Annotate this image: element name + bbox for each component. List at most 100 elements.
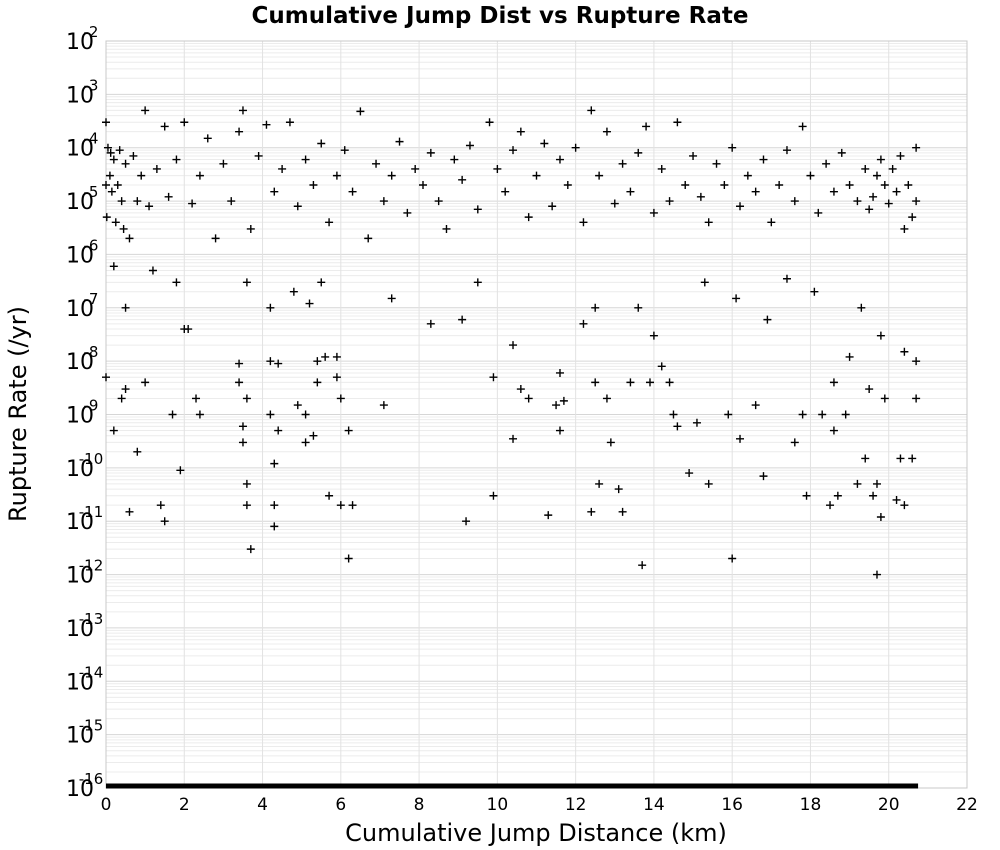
data-point bbox=[700, 278, 709, 287]
x-tick-label: 0 bbox=[101, 795, 112, 815]
data-point bbox=[861, 454, 870, 463]
data-point bbox=[168, 410, 177, 419]
data-point bbox=[912, 143, 921, 152]
data-points bbox=[102, 106, 921, 579]
data-point bbox=[900, 501, 909, 510]
data-point bbox=[712, 159, 721, 168]
data-point bbox=[203, 134, 212, 143]
data-point bbox=[270, 501, 279, 510]
y-tick-exponent: -4 bbox=[84, 130, 99, 148]
data-point bbox=[696, 192, 705, 201]
data-point bbox=[109, 426, 118, 435]
data-point bbox=[152, 164, 161, 173]
data-point bbox=[665, 197, 674, 206]
data-point bbox=[121, 385, 130, 394]
data-point bbox=[880, 181, 889, 190]
data-point bbox=[904, 181, 913, 190]
data-point bbox=[524, 394, 533, 403]
data-point bbox=[145, 202, 154, 211]
data-point bbox=[293, 401, 302, 410]
y-tick-exponent: -12 bbox=[79, 557, 104, 575]
data-point bbox=[473, 278, 482, 287]
data-point bbox=[865, 205, 874, 214]
data-point bbox=[602, 394, 611, 403]
y-tick-exponent: -11 bbox=[79, 503, 104, 521]
data-point bbox=[411, 164, 420, 173]
data-point bbox=[103, 143, 112, 152]
data-point bbox=[325, 491, 334, 500]
data-point bbox=[117, 394, 126, 403]
y-tick-label: 10 bbox=[66, 190, 94, 215]
data-point bbox=[900, 224, 909, 233]
data-point bbox=[724, 410, 733, 419]
data-point bbox=[317, 278, 326, 287]
y-tick-label: 10 bbox=[66, 243, 94, 268]
data-point bbox=[516, 127, 525, 136]
data-point bbox=[293, 202, 302, 211]
data-point bbox=[689, 151, 698, 160]
data-point bbox=[242, 479, 251, 488]
data-point bbox=[841, 410, 850, 419]
data-point bbox=[141, 106, 150, 115]
data-point bbox=[109, 155, 118, 164]
y-tick-label: 10 bbox=[66, 617, 94, 642]
data-point bbox=[822, 159, 831, 168]
data-point bbox=[348, 501, 357, 510]
data-point bbox=[285, 118, 294, 127]
data-point bbox=[665, 378, 674, 387]
data-point bbox=[685, 469, 694, 478]
data-point bbox=[908, 454, 917, 463]
data-point bbox=[426, 148, 435, 157]
data-point bbox=[227, 197, 236, 206]
data-point bbox=[782, 274, 791, 283]
y-axis-label: Rupture Rate (/yr) bbox=[4, 306, 32, 522]
x-tick-labels: 0 2 4 6 8 10 12 14 16 18 20 22 bbox=[101, 795, 978, 815]
data-point bbox=[485, 118, 494, 127]
data-point bbox=[102, 118, 110, 127]
data-point bbox=[301, 410, 310, 419]
data-point bbox=[606, 438, 615, 447]
data-point bbox=[798, 122, 807, 131]
data-point bbox=[818, 410, 827, 419]
data-point bbox=[614, 485, 623, 494]
data-point bbox=[728, 554, 737, 563]
y-tick-exponent: -16 bbox=[79, 770, 104, 788]
data-point bbox=[235, 359, 244, 368]
data-point bbox=[845, 181, 854, 190]
data-point bbox=[111, 218, 120, 227]
data-point bbox=[692, 418, 701, 427]
data-point bbox=[743, 171, 752, 180]
y-tick-exponent: -10 bbox=[79, 450, 104, 468]
data-point bbox=[833, 491, 842, 500]
data-point bbox=[626, 187, 635, 196]
data-point bbox=[321, 352, 330, 361]
data-point bbox=[548, 202, 557, 211]
data-point bbox=[106, 148, 115, 157]
x-tick-label: 16 bbox=[721, 795, 743, 815]
data-point bbox=[790, 197, 799, 206]
data-point bbox=[266, 357, 275, 366]
data-point bbox=[426, 319, 435, 328]
data-point bbox=[246, 224, 255, 233]
data-point bbox=[336, 394, 345, 403]
x-tick-label: 18 bbox=[800, 795, 822, 815]
data-point bbox=[704, 218, 713, 227]
y-tick-exponent: -15 bbox=[79, 717, 104, 735]
data-point bbox=[853, 479, 862, 488]
data-point bbox=[681, 181, 690, 190]
data-point bbox=[125, 234, 134, 243]
data-point bbox=[458, 175, 467, 184]
data-point bbox=[458, 315, 467, 324]
y-tick-exponent: -13 bbox=[79, 610, 104, 628]
data-point bbox=[896, 454, 905, 463]
data-point bbox=[325, 218, 334, 227]
data-point bbox=[645, 378, 654, 387]
data-point bbox=[235, 378, 244, 387]
y-tick-exponent: -14 bbox=[79, 663, 104, 681]
x-tick-label: 22 bbox=[956, 795, 978, 815]
data-point bbox=[865, 385, 874, 394]
data-point bbox=[634, 303, 643, 312]
data-point bbox=[121, 303, 130, 312]
y-tick-exponent: -8 bbox=[84, 343, 99, 361]
